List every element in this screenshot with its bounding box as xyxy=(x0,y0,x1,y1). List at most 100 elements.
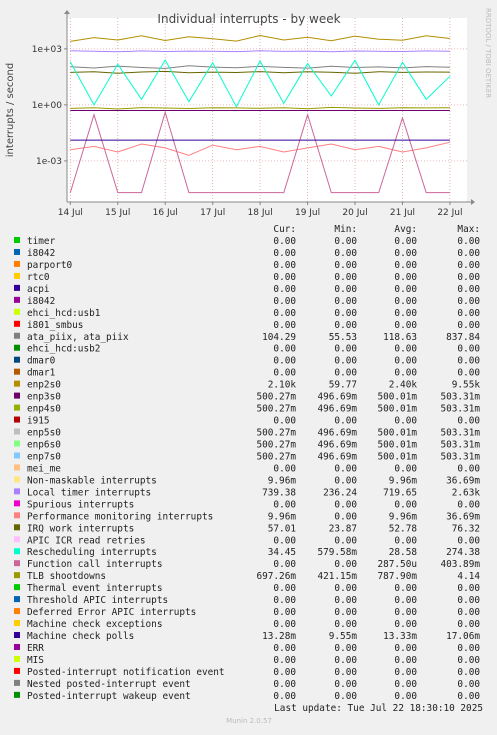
legend-stat: 0.00 xyxy=(394,619,417,630)
legend-label: Thermal event interrupts xyxy=(27,583,162,594)
legend-stat: 2.10k xyxy=(268,380,297,391)
legend-label: dmar1 xyxy=(27,368,56,379)
legend-stat: 9.96m xyxy=(268,511,297,522)
legend-label: Nested posted-interrupt event xyxy=(27,679,191,690)
legend-label: enp7s0 xyxy=(27,451,61,462)
legend-stat: 579.58m xyxy=(317,547,357,558)
legend-stat: 0.00 xyxy=(273,583,296,594)
legend-label: Spurious interrupts xyxy=(27,499,134,510)
legend-stat: 0.00 xyxy=(334,511,357,522)
series-line xyxy=(70,34,450,42)
legend-stat: 28.58 xyxy=(389,547,418,558)
legend-swatch xyxy=(14,632,20,639)
x-tick-label: 17 Jul xyxy=(200,208,225,218)
legend-stat: 739.38 xyxy=(262,487,296,498)
legend-swatch xyxy=(14,296,20,303)
legend-stat: 0.00 xyxy=(334,296,357,307)
legend-label: enp2s0 xyxy=(27,380,61,391)
legend-swatch xyxy=(14,464,20,471)
legend-label: Posted-interrupt notification event xyxy=(27,667,225,678)
legend-stat: 0.00 xyxy=(273,559,296,570)
legend-stat: 0.00 xyxy=(457,260,480,271)
legend-stat: 0.00 xyxy=(394,368,417,379)
legend-stat: 0.00 xyxy=(394,236,417,247)
legend-stat: 697.26m xyxy=(256,571,296,582)
legend-stat: 496.69m xyxy=(317,404,357,415)
series-line xyxy=(70,50,450,53)
legend-stat: 0.00 xyxy=(334,691,357,702)
legend-stat: 0.00 xyxy=(334,272,357,283)
legend-swatch xyxy=(14,380,20,387)
legend-label: ata_piix, ata_piix xyxy=(27,332,129,343)
x-tick-label: 15 Jul xyxy=(105,208,130,218)
legend-swatch xyxy=(14,500,20,507)
legend-stat: 496.69m xyxy=(317,428,357,439)
legend-stat: 503.31m xyxy=(440,392,480,403)
legend-stat: 0.00 xyxy=(457,272,480,283)
legend-stat: 23.87 xyxy=(329,523,357,534)
legend-stat: 503.31m xyxy=(440,439,480,450)
legend-stat: 0.00 xyxy=(394,248,417,259)
legend-stat: 0.00 xyxy=(457,691,480,702)
y-axis-arrow xyxy=(64,10,70,14)
legend-stat: 496.69m xyxy=(317,451,357,462)
legend-stat: 500.27m xyxy=(256,392,296,403)
legend-stat: 500.01m xyxy=(377,392,417,403)
legend-stat: 76.32 xyxy=(452,523,480,534)
legend-stat: 0.00 xyxy=(273,296,296,307)
legend-stat: 52.78 xyxy=(389,523,418,534)
legend-stat: 0.00 xyxy=(334,643,357,654)
legend-label: Threshold APIC interrupts xyxy=(27,595,168,606)
x-tick-label: 20 Jul xyxy=(342,208,367,218)
legend-stat: 0.00 xyxy=(273,679,296,690)
legend-swatch xyxy=(14,536,20,543)
legend-swatch xyxy=(14,655,20,662)
legend-swatch xyxy=(14,404,20,411)
legend-stat: 0.00 xyxy=(273,260,296,271)
legend-stat: 0.00 xyxy=(394,535,417,546)
series-line xyxy=(70,141,451,156)
legend-stat: 500.27m xyxy=(256,428,296,439)
legend-stat: 0.00 xyxy=(394,643,417,654)
legend-stat: 0.00 xyxy=(334,260,357,271)
x-tick-label: 18 Jul xyxy=(248,208,273,218)
legend-stat: 837.84 xyxy=(446,332,480,343)
legend-stat: 0.00 xyxy=(334,344,357,355)
legend-stat: 0.00 xyxy=(273,248,296,259)
legend-stat: 0.00 xyxy=(273,535,296,546)
legend-stat: 9.96m xyxy=(389,475,418,486)
legend-stat: 0.00 xyxy=(457,583,480,594)
legend-stat: 0.00 xyxy=(457,607,480,618)
legend-stat: 0.00 xyxy=(334,320,357,331)
legend-swatch xyxy=(14,452,20,459)
legend-stat: 36.69m xyxy=(446,475,480,486)
legend-swatch xyxy=(14,284,20,291)
legend-swatch xyxy=(14,248,20,255)
legend-stat: 104.29 xyxy=(262,332,296,343)
series-line xyxy=(69,110,450,194)
legend-stat: 0.00 xyxy=(334,667,357,678)
legend-swatch xyxy=(14,572,20,579)
legend-stat: 421.15m xyxy=(317,571,357,582)
legend-stat: 0.00 xyxy=(273,607,296,618)
legend-stat: 503.31m xyxy=(440,404,480,415)
legend-swatch xyxy=(14,584,20,591)
legend-swatch xyxy=(14,512,20,519)
legend-stat: 0.00 xyxy=(273,416,296,427)
legend-swatch xyxy=(14,643,20,650)
legend-stat: 0.00 xyxy=(273,619,296,630)
legend-stat: 0.00 xyxy=(334,595,357,606)
legend-stat: 0.00 xyxy=(457,679,480,690)
legend-label: Deferred Error APIC interrupts xyxy=(27,607,196,618)
legend-stat: 2.40k xyxy=(389,380,418,391)
legend-stat: 0.00 xyxy=(457,619,480,630)
legend-stat: 0.00 xyxy=(457,667,480,678)
x-tick-label: 14 Jul xyxy=(58,208,83,218)
version: Munin 2.0.57 xyxy=(226,717,272,725)
legend-stat: 0.00 xyxy=(394,499,417,510)
y-axis-label: interrupts / second xyxy=(5,63,16,157)
legend-stat: 9.96m xyxy=(389,511,418,522)
legend-label: Performance monitoring interrupts xyxy=(27,511,213,522)
legend-label: MIS xyxy=(27,655,44,666)
legend-stat: 500.01m xyxy=(377,428,417,439)
